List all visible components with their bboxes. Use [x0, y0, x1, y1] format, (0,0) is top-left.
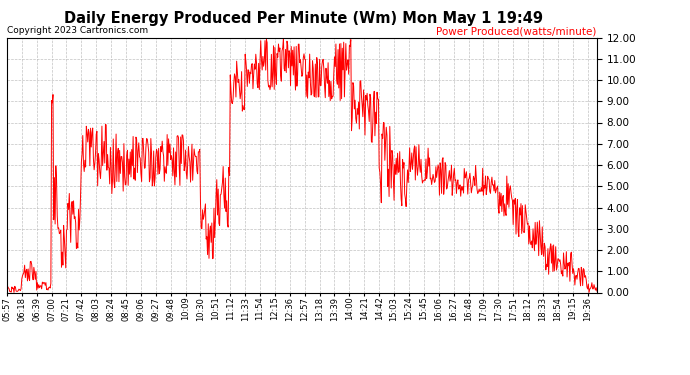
Text: Power Produced(watts/minute): Power Produced(watts/minute) [437, 26, 597, 36]
Text: Copyright 2023 Cartronics.com: Copyright 2023 Cartronics.com [7, 26, 148, 35]
Text: Daily Energy Produced Per Minute (Wm) Mon May 1 19:49: Daily Energy Produced Per Minute (Wm) Mo… [64, 11, 543, 26]
